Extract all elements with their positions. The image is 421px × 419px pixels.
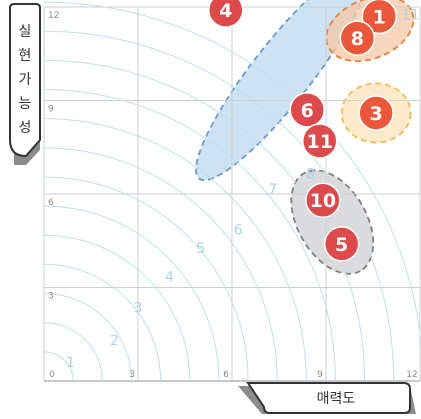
contour-arc-7 [43,176,249,382]
x-tick-12: 12 [406,370,417,380]
point-marker-10 [305,182,341,218]
point-marker-1 [361,0,398,35]
contour-label-4: 4 [165,269,174,285]
y-axis-title-char-0: 실 [19,24,32,40]
y-tick-12: 12 [48,11,59,21]
contour-arc-5 [43,234,191,382]
point-label-10: 10 [310,190,336,212]
contour-label-6: 6 [234,223,243,239]
contour-arc-4 [43,263,162,382]
y-axis-tab [9,3,41,158]
x-tick-0: 0 [49,370,55,380]
point-label-3: 3 [370,103,383,125]
x-axis-tab [246,382,411,414]
point-marker-6 [289,92,325,128]
contour-arc-1 [43,351,74,382]
contour-arc-3 [43,293,132,382]
contour-label-5: 5 [196,241,205,257]
point-label-8: 8 [351,28,364,50]
point-marker-4 [207,0,244,28]
contour-arc-12 [43,30,395,382]
x-tick-3: 3 [129,370,135,380]
group-regions [195,0,415,275]
y-tick-3: 3 [48,292,54,302]
group-region-10-5 [290,169,375,275]
y-tick-9: 9 [48,105,54,115]
contour-arc-10 [43,89,336,382]
contour-label-8: 8 [306,166,315,182]
contour-label-11: 11 [402,7,420,23]
point-marker-5 [323,226,360,262]
contour-label-7: 7 [268,182,277,198]
y-axis-title-char-3: 능 [19,96,32,112]
x-tick-9: 9 [317,370,323,380]
point-marker-3 [358,95,394,131]
x-axis-title: 매력도 [317,391,356,407]
contour-label-1: 1 [66,355,75,371]
point-label-6: 6 [301,100,314,122]
point-label-4: 4 [219,0,232,22]
contour-arc-6 [43,205,220,382]
point-label-11: 11 [307,131,333,153]
point-label-5: 5 [335,234,348,256]
point-marker-8 [339,20,376,56]
y-tick-6: 6 [48,198,54,208]
contour-arc-11 [43,59,366,382]
y-axis-title-char-2: 가 [19,72,32,88]
contour-label-3: 3 [134,300,143,316]
x-tick-6: 6 [223,370,229,380]
point-marker-11 [301,123,338,159]
y-axis-title-char-4: 성 [19,120,32,136]
point-label-1: 1 [373,6,386,28]
y-axis-title-char-1: 현 [19,48,32,64]
contour-arc-2 [43,322,103,382]
contour-label-2: 2 [110,333,119,349]
contour-arc-9 [43,118,307,382]
contour-arc-8 [43,147,278,382]
grid [43,6,421,382]
